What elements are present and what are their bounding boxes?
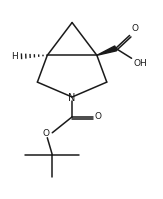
Text: H: H bbox=[11, 52, 18, 61]
Text: O: O bbox=[132, 24, 139, 33]
Polygon shape bbox=[97, 46, 117, 55]
Text: O: O bbox=[95, 112, 102, 121]
Text: O: O bbox=[42, 129, 49, 138]
Text: N: N bbox=[68, 93, 76, 103]
Text: OH: OH bbox=[133, 59, 147, 68]
